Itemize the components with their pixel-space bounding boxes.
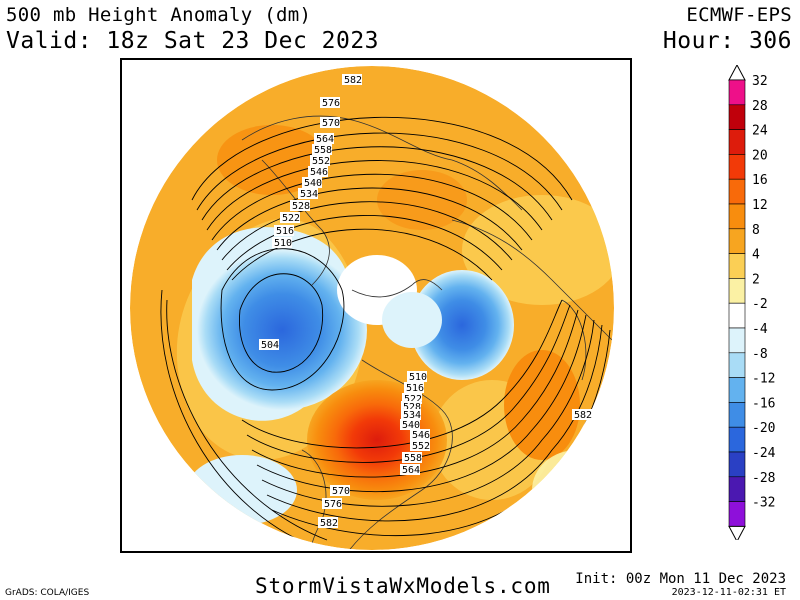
colorbar-label: -28 (752, 471, 775, 486)
colorbar-swatch (728, 104, 746, 130)
colorbar-arrow-top (728, 63, 746, 81)
colorbar-label: -16 (752, 396, 775, 411)
colorbar-swatch (728, 476, 746, 502)
colorbar-legend: 32 28 24 20 16 12 8 4 2 -2 -4 -8 -12 -16 -20 -24 -28 -32 (728, 63, 788, 544)
model-name: ECMWF-EPS (686, 4, 792, 26)
colorbar-svg: 32 28 24 20 16 12 8 4 2 -2 -4 -8 -12 -16 -20 -24 -28 -32 (728, 63, 776, 543)
contour-label: 534 (300, 189, 318, 200)
contour-label: 546 (412, 430, 430, 441)
colorbar-label: 32 (752, 74, 768, 89)
colorbar-label: -32 (752, 496, 775, 511)
colorbar-swatch (728, 352, 746, 378)
colorbar-swatch (728, 253, 746, 279)
contour-label: 576 (322, 98, 340, 109)
contour-label: 558 (314, 145, 332, 156)
colorbar-label: -2 (752, 297, 768, 312)
contour-label: 552 (312, 156, 330, 167)
contour-labels: 582 576 570 564 558 552 546 540 534 528 … (259, 74, 592, 529)
contour-label: 522 (404, 394, 422, 405)
colorbar-swatch (728, 278, 746, 304)
colorbar-label: 24 (752, 124, 768, 139)
contour-label: 522 (282, 213, 300, 224)
contour-label: 546 (310, 167, 328, 178)
colorbar-label: 8 (752, 223, 760, 238)
hemisphere-map: 582 576 570 564 558 552 546 540 534 528 … (130, 66, 614, 550)
contour-label: 576 (324, 499, 342, 510)
colorbar-label: -24 (752, 446, 776, 461)
grads-credit: GrADS: COLA/IGES (5, 588, 90, 598)
colorbar-arrow-bottom (728, 525, 746, 543)
colorbar-swatch (728, 79, 746, 106)
contour-label: 540 (304, 178, 322, 189)
colorbar-label: 16 (752, 173, 768, 188)
contour-label: 516 (406, 383, 424, 394)
colorbar-label: -12 (752, 372, 775, 387)
colorbar-swatch (728, 377, 746, 403)
site-watermark: StormVistaWxModels.com (255, 574, 551, 598)
colorbar-label: -4 (752, 322, 768, 337)
contour-label: 504 (261, 340, 279, 351)
contour-label: 582 (320, 518, 338, 529)
contour-label: 540 (402, 420, 420, 431)
colorbar-swatch (728, 302, 746, 329)
colorbar-swatch (728, 451, 746, 478)
map-title: 500 mb Height Anomaly (dm) (6, 4, 312, 26)
contour-label: 516 (276, 226, 294, 237)
colorbar-swatch (728, 154, 746, 180)
valid-time: Valid: 18z Sat 23 Dec 2023 (6, 28, 380, 54)
contour-label: 582 (344, 75, 362, 86)
colorbar-label: 4 (752, 248, 760, 263)
init-time: Init: 00z Mon 11 Dec 2023 (575, 571, 786, 587)
colorbar-label: -20 (752, 421, 775, 436)
contour-label: 510 (409, 372, 427, 383)
contour-label: 564 (316, 134, 334, 145)
contour-label: 528 (292, 201, 310, 212)
forecast-hour: Hour: 306 (662, 28, 792, 54)
contour-label: 570 (332, 486, 350, 497)
colorbar-swatch (728, 402, 746, 428)
colorbar-swatch (728, 203, 746, 230)
timestamp: 2023-12-11-02:31 ET (671, 587, 786, 598)
contour-label: 528 (403, 402, 421, 413)
colorbar-swatch (728, 228, 746, 254)
colorbar-label: 28 (752, 99, 768, 114)
colorbar-swatch (728, 501, 746, 527)
colorbar-swatch (728, 327, 746, 354)
contour-label: 582 (574, 410, 592, 421)
contour-label: 564 (402, 465, 420, 476)
colorbar-label: 2 (752, 272, 760, 287)
colorbar-swatch (728, 129, 746, 155)
colorbar-swatch (728, 426, 746, 453)
colorbar-label: 12 (752, 198, 768, 213)
colorbar-label: -8 (752, 347, 768, 362)
colorbar-label: 20 (752, 148, 768, 163)
contour-label: 534 (403, 410, 421, 421)
map-frame: 582 576 570 564 558 552 546 540 534 528 … (120, 58, 632, 553)
contour-label: 552 (412, 441, 430, 452)
contour-label: 510 (274, 238, 292, 249)
colorbar-swatch (728, 178, 746, 205)
contour-label: 570 (322, 118, 340, 129)
contour-label: 558 (404, 453, 422, 464)
